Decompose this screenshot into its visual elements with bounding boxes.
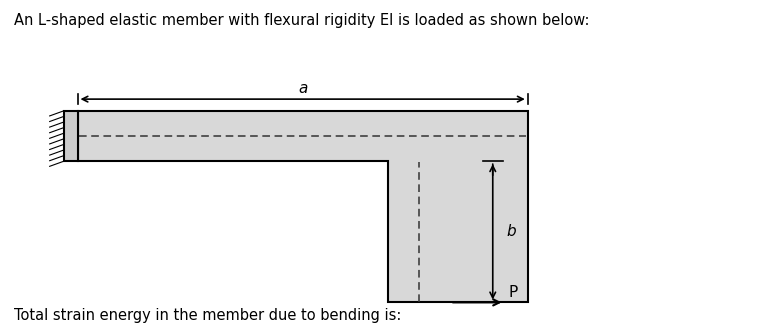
Text: b: b — [507, 224, 516, 239]
Text: P: P — [508, 285, 518, 300]
Bar — [64, 111, 78, 161]
Text: Total strain energy in the member due to bending is:: Total strain energy in the member due to… — [14, 307, 401, 323]
Text: An L-shaped elastic member with flexural rigidity EI is loaded as shown below:: An L-shaped elastic member with flexural… — [14, 13, 590, 29]
Polygon shape — [78, 111, 528, 302]
Text: a: a — [298, 81, 307, 96]
